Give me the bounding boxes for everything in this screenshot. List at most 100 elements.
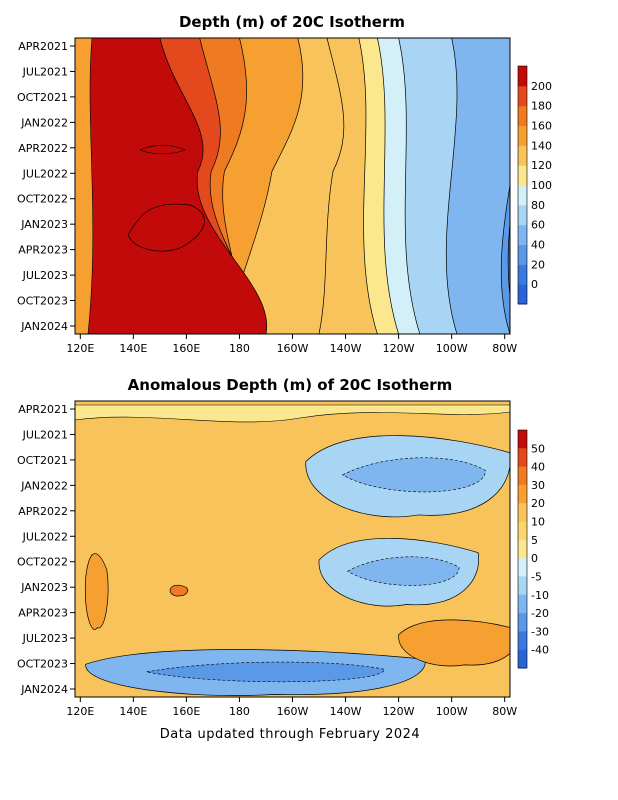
chart2-anomaly-inner-contour [341,457,486,493]
chart2-top-meander [75,404,510,423]
chart1-colorbar-swatch [518,204,527,226]
chart2-colorbar-label: 40 [531,461,545,474]
chart1-colorbar-swatch [518,284,527,305]
chart1-colorbar-swatch [518,125,527,146]
chart1-contour-band-200 [75,38,268,334]
chart2-colorbar-label: 10 [531,516,545,529]
chart1-x-tick-label: 80W [492,342,517,355]
chart2-colorbar-swatch [518,539,527,559]
chart1-x-axis: 120E 140E 160E 180 160W 140W 120W 100W 80W [66,334,517,355]
chart1-x-tick-label: 180 [229,342,250,355]
chart2-colorbar-swatch [518,430,527,449]
chart2-x-tick-label: 120E [66,705,94,718]
chart1-x-tick-label: 160E [172,342,200,355]
chart2-colorbar-label: -10 [531,589,549,602]
chart1-y-tick-label: JAN2024 [20,320,68,333]
chart2-anomaly-region [169,584,189,597]
chart2-colorbar-swatch [518,466,527,486]
chart1-colorbar-label: 60 [531,219,545,232]
chart1-y-tick-label: JAN2023 [20,218,68,231]
chart1-colorbar-label: 160 [531,120,552,133]
chart1-y-tick-label: OCT2023 [17,295,68,308]
chart1-colorbar-swatch [518,244,527,265]
chart1-colorbar-label: 120 [531,159,552,172]
chart1-y-tick-label: APR2023 [18,244,68,257]
chart1-y-tick-label: JUL2022 [22,167,68,180]
chart2-y-tick-label: OCT2022 [17,556,68,569]
chart2-title: Anomalous Depth (m) of 20C Isotherm [128,376,453,394]
chart2-colorbar-swatch [518,613,527,632]
chart2-colorbar-label: 20 [531,497,545,510]
chart2-colorbar-swatch [518,521,527,541]
chart2-colorbar-label: 50 [531,442,545,455]
chart1-y-tick-label: JUL2021 [22,65,68,78]
chart2-y-tick-label: APR2022 [18,505,68,518]
chart1-x-tick-label: 140E [119,342,147,355]
chart1-colorbar-label: 180 [531,100,552,113]
chart1-x-tick-label: 140W [330,342,362,355]
chart1-colorbar-label: 80 [531,199,545,212]
chart2-colorbar-label: 5 [531,534,538,547]
chart2-y-tick-label: OCT2021 [17,454,68,467]
chart2-x-tick-label: 100W [436,705,468,718]
chart1-title: Depth (m) of 20C Isotherm [179,13,405,31]
chart2-y-tick-label: JAN2024 [20,683,68,696]
footer-note: Data updated through February 2024 [160,727,420,742]
chart2-colorbar-swatch [518,503,527,523]
chart1-colorbar-swatch [518,264,527,285]
chart1-plot-area: 120E 140E 160E 180 160W 140W 120W 100W 80W APR20… [17,37,517,355]
chart1-x-tick-label: 160W [277,342,309,355]
chart1-colorbar-label: 100 [531,179,552,192]
chart1-colorbar-swatch [518,224,527,245]
chart1-contours [75,38,510,334]
chart1-y-tick-label: APR2022 [18,142,68,155]
chart2-colorbar-swatch [518,631,527,651]
chart1-x-tick-label: 120E [66,342,94,355]
chart2-x-tick-label: 180 [229,705,250,718]
chart2-x-tick-label: 140E [119,705,147,718]
chart2-colorbar-label: 0 [531,552,538,565]
chart1-colorbar-label: 140 [531,139,552,152]
chart1-colorbar-swatch [518,105,527,126]
chart1-core-lens [127,203,205,252]
chart2-y-tick-label: APR2021 [18,403,68,416]
chart1-colorbar-label: 200 [531,80,552,93]
chart2-colorbar-swatch [518,594,527,614]
chart2-colorbar-swatch [518,448,527,468]
chart2-colorbar-label: 30 [531,479,545,492]
chart1-colorbar: 0 20 40 60 80 100 120 140 160 180 200 [517,65,552,305]
chart1-x-tick-label: 100W [436,342,468,355]
chart1-y-axis: APR2021 JUL2021 OCT2021 JAN2022 APR2022 JUL20… [17,40,75,333]
chart2-anomaly-inner-contour [146,661,385,683]
chart2-colorbar-label: -5 [531,570,542,583]
chart1-colorbar-frame [517,65,528,305]
chart1-colorbar-swatch [518,85,527,107]
chart2-anomaly-region [84,553,109,630]
chart2-anomaly-inner-contour [347,556,460,586]
chart1-x-tick-label: 120W [383,342,415,355]
chart1-core-streak [139,145,186,155]
chart2-y-tick-label: APR2023 [18,607,68,620]
chart2-y-tick-label: JUL2021 [22,428,68,441]
chart2-anomaly-region [398,619,510,667]
chart2-x-axis: 120E 140E 160E 180 160W 140W 120W 100W 80W [66,697,517,718]
chart2-y-tick-label: JUL2022 [22,530,68,543]
chart2-colorbar-label: -20 [531,607,549,620]
chart1-contour-bands [75,38,510,334]
chart2-y-axis: APR2021 JUL2021 OCT2021 JAN2022 APR2022 JUL20… [17,403,75,696]
chart2-y-tick-label: JUL2023 [22,632,68,645]
chart1-colorbar-swatch [518,66,527,87]
chart1-y-tick-label: JUL2023 [22,269,68,282]
chart1-colorbar-label: 0 [531,278,538,291]
chart2-colorbar-swatch [518,649,527,669]
chart1-colorbar-swatch [518,145,527,166]
chart1-colorbar-label: 40 [531,239,545,252]
chart2-x-tick-label: 80W [492,705,517,718]
chart1-west-edge [75,38,94,334]
chart2-plot-area: 120E 140E 160E 180 160W 140W 120W 100W 80W APR20… [17,400,517,718]
chart2-y-tick-label: JAN2023 [20,581,68,594]
chart1-y-tick-label: JAN2022 [20,116,68,129]
chart2-y-tick-label: JAN2022 [20,479,68,492]
chart1-y-tick-label: OCT2021 [17,91,68,104]
